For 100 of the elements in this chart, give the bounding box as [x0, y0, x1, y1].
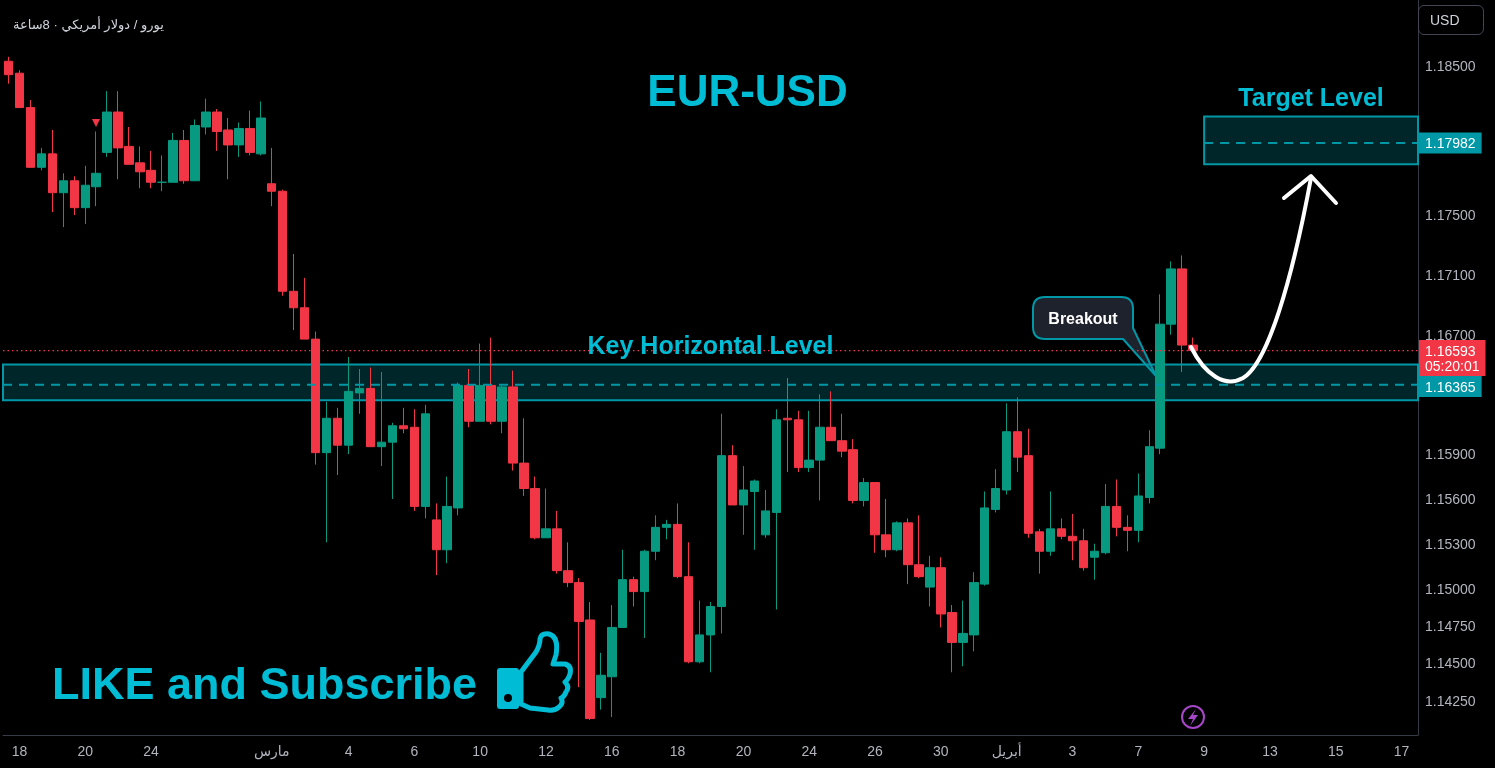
candlestick	[1134, 473, 1143, 543]
candlestick	[464, 368, 474, 428]
candlestick	[37, 147, 46, 171]
x-tick-label: 18	[11, 743, 28, 759]
x-tick-label: 16	[603, 743, 620, 759]
ref-line-label: 1.16593 05:20:01	[1425, 342, 1480, 374]
candlestick	[333, 407, 342, 476]
x-tick-label: 4	[344, 743, 353, 759]
candlestick	[1112, 479, 1121, 537]
candlestick	[1079, 528, 1088, 572]
candlestick	[388, 422, 397, 500]
candlestick	[991, 468, 1000, 513]
x-tick-label: 6	[410, 743, 419, 759]
candlestick	[772, 408, 781, 611]
candlestick	[1035, 528, 1044, 575]
candlestick	[102, 90, 112, 158]
y-tick-label: 1.14750	[1425, 617, 1476, 634]
candlestick	[26, 99, 35, 168]
candlestick	[278, 189, 287, 297]
candlestick	[739, 465, 748, 536]
candlestick	[673, 502, 682, 579]
candlestick	[1101, 483, 1110, 555]
candlestick	[322, 401, 331, 543]
candlestick	[794, 410, 803, 473]
candlestick	[728, 444, 737, 506]
ref-line-label: 1.16365	[1425, 378, 1476, 395]
x-tick-label: 24	[143, 743, 160, 759]
candlestick	[892, 520, 902, 552]
candlestick	[421, 404, 430, 519]
band-label: Key Horizontal Level	[587, 331, 834, 360]
y-tick-label: 1.15900	[1425, 446, 1476, 463]
currency-button: USD	[1418, 5, 1484, 35]
candlestick	[1057, 517, 1066, 540]
candlestick	[432, 502, 441, 576]
x-tick-label: 12	[538, 743, 554, 759]
candlestick	[662, 519, 671, 540]
candlestick	[497, 384, 507, 434]
candlestick	[344, 356, 353, 455]
x-tick-label: مارس	[253, 743, 290, 760]
candlestick	[925, 555, 935, 608]
candlestick	[1002, 402, 1011, 495]
candlestick	[1046, 490, 1055, 557]
y-tick-label: 1.15300	[1425, 535, 1476, 552]
annotation: Breakout	[1048, 309, 1119, 327]
candlestick	[859, 477, 869, 507]
candlestick	[1024, 428, 1033, 539]
candlestick	[355, 368, 364, 415]
candlestick	[410, 408, 419, 512]
candlestick	[59, 172, 68, 228]
candlestick	[541, 488, 551, 539]
y-tick-label: 1.18500	[1425, 57, 1476, 74]
candlestick	[684, 541, 693, 664]
candlestick	[15, 69, 24, 109]
y-tick-label: 1.17100	[1425, 266, 1476, 283]
candlestick	[1013, 396, 1022, 473]
candlestick	[256, 101, 266, 156]
x-tick-label: 24	[801, 743, 818, 759]
x-tick-label: 7	[1134, 743, 1143, 759]
candlestick	[1090, 543, 1099, 581]
x-tick-label: 9	[1200, 743, 1209, 759]
x-tick-label: 10	[472, 743, 489, 759]
candlestick	[399, 407, 408, 434]
candlestick	[70, 175, 79, 216]
candlestick	[640, 549, 649, 639]
candlestick	[366, 367, 375, 448]
candlestick	[750, 479, 759, 551]
candlestick	[234, 122, 244, 158]
candlestick	[300, 277, 309, 340]
annotation: LIKE and Subscribe	[52, 657, 478, 709]
candlestick	[651, 514, 660, 561]
y-tick-label: 1.16700	[1425, 326, 1476, 343]
candlestick	[629, 576, 638, 608]
text: EUR-USD	[647, 65, 848, 115]
x-tick-label: 20	[77, 743, 94, 759]
candlestick	[1068, 513, 1077, 561]
x-tick-label: 20	[735, 743, 752, 759]
candlestick	[377, 371, 386, 467]
candlestick	[4, 56, 13, 85]
x-tick-label: 13	[1262, 743, 1278, 759]
candlestick	[783, 377, 792, 473]
candlestick	[289, 253, 298, 331]
candlestick	[179, 129, 189, 185]
x-tick-label: 18	[669, 743, 686, 759]
candlestick	[706, 601, 715, 673]
x-tick-label: 26	[867, 743, 884, 759]
y-tick-label: 1.15000	[1425, 580, 1476, 597]
candlestick	[267, 147, 276, 207]
y-tick-label: 1.15600	[1425, 490, 1476, 507]
x-tick-label: 17	[1393, 743, 1410, 759]
candlestick	[761, 489, 770, 539]
x-tick-label: 15	[1327, 743, 1344, 759]
band-label: Target Level	[1238, 83, 1384, 112]
candlestick	[475, 343, 485, 422]
x-tick-label: 3	[1068, 743, 1077, 759]
x-tick-label: أبريل	[991, 742, 1022, 760]
candlestick	[717, 413, 726, 634]
text: يورو / دولار أمريكي · 8ساعة	[13, 16, 165, 33]
candlestick	[245, 110, 255, 156]
y-tick-label: 1.14500	[1425, 655, 1476, 672]
candlestick	[695, 600, 704, 664]
